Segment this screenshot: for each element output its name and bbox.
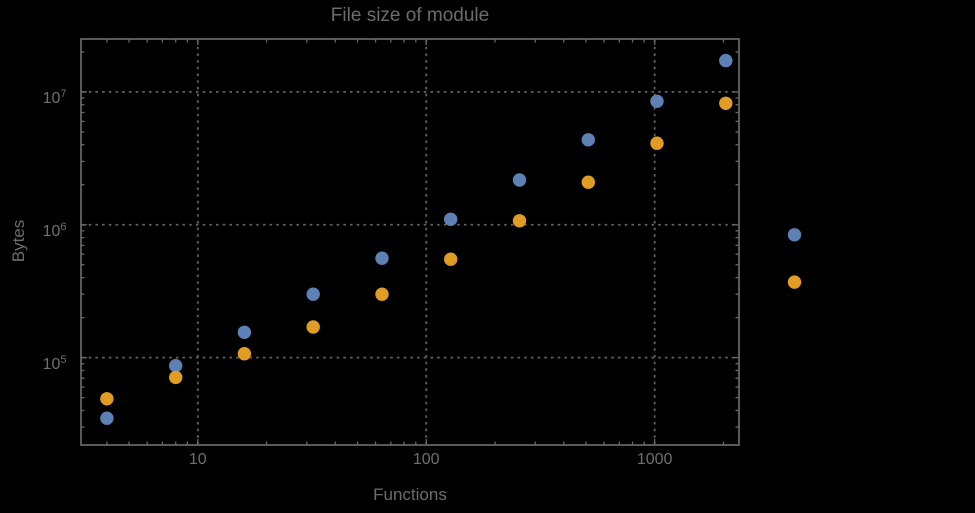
orange-series-point (512, 214, 527, 228)
blue-series-point (100, 411, 114, 425)
orange-series-point (719, 96, 733, 111)
orange-series-point (169, 370, 183, 385)
orange-series-point (581, 175, 595, 189)
blue-series-point (237, 325, 252, 339)
y-tick-label-10e7: 107 (0, 82, 67, 107)
y-tick-label-10e6: 106 (0, 215, 67, 240)
orange-series-point (444, 252, 458, 266)
y-tick-exponent: 6 (60, 220, 67, 233)
blue-series-point (169, 359, 183, 373)
y-tick-mantissa: 10 (42, 355, 61, 373)
y-tick-label-10e5: 105 (0, 348, 67, 373)
orange-series-point (375, 287, 389, 301)
blue-series-point (306, 287, 320, 301)
y-tick-exponent: 5 (60, 353, 67, 366)
orange-series-point (787, 275, 802, 289)
blue-series-point (650, 94, 664, 109)
blue-series-point (512, 173, 527, 187)
orange-series-point (306, 320, 320, 334)
x-tick-label-10: 10 (188, 451, 207, 468)
orange-series-point (100, 392, 114, 406)
blue-series-point (444, 212, 458, 226)
gridlines (82, 40, 738, 444)
y-tick-mantissa: 10 (42, 89, 61, 107)
orange-series-point (237, 347, 252, 361)
blue-series-point (787, 228, 802, 242)
data-points (100, 53, 802, 425)
y-tick-exponent: 7 (60, 87, 67, 100)
blue-series-point (375, 251, 389, 265)
plot-frame (80, 38, 740, 446)
blue-series-point (719, 53, 733, 68)
x-tick-label-1000: 1000 (636, 451, 673, 468)
orange-series-point (650, 136, 664, 150)
axis-ticks (81, 39, 739, 445)
y-axis-label: Bytes (9, 219, 28, 263)
blue-series-point (581, 133, 595, 147)
x-axis-label: Functions (373, 485, 447, 504)
y-tick-mantissa: 10 (42, 222, 61, 240)
x-tick-label-100: 100 (412, 451, 440, 468)
chart-title: File size of module (330, 5, 490, 26)
